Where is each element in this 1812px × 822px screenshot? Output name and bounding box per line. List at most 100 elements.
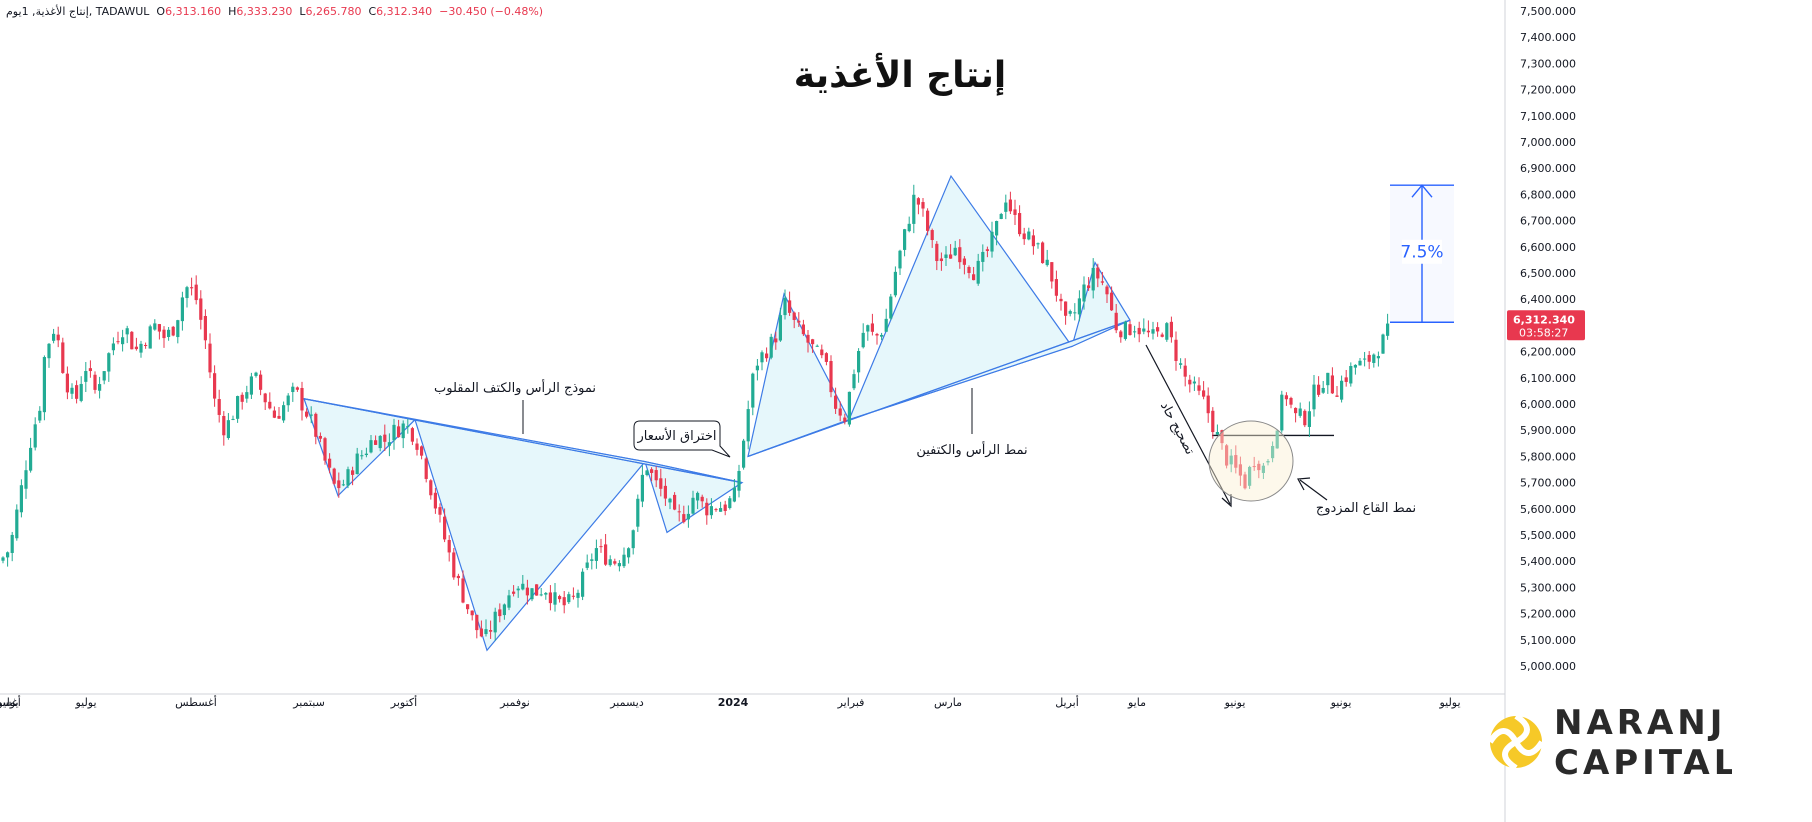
candle-body [1151, 329, 1155, 334]
time-tick-label: يونيو [1330, 696, 1352, 709]
correction-arrowhead-icon [1221, 494, 1232, 508]
candle-body [406, 426, 410, 428]
candle-body [673, 494, 677, 510]
candle-body [1050, 262, 1054, 282]
price-tick-label: 5,700.000 [1520, 477, 1576, 490]
candle-body [1330, 375, 1334, 394]
candle-body [1114, 312, 1118, 331]
candle-body [700, 496, 704, 502]
candle-body [594, 548, 598, 561]
price-tick-label: 6,400.000 [1520, 293, 1576, 306]
candle-body [33, 424, 37, 448]
time-tick-label: 2024 [718, 696, 749, 709]
candle-body [516, 588, 520, 591]
candle-body [1353, 364, 1357, 368]
price-tick-label: 6,600.000 [1520, 241, 1576, 254]
candle-body [1077, 298, 1081, 315]
candle-body [1169, 321, 1173, 338]
candle-body [438, 507, 442, 515]
candle-body [843, 417, 847, 422]
candle-body [1248, 466, 1252, 486]
candle-body [778, 315, 782, 341]
candle-body [884, 318, 888, 332]
candle-body [1340, 380, 1344, 400]
candle-body [1211, 410, 1215, 433]
candle-body [286, 395, 290, 406]
price-tick-label: 7,200.000 [1520, 84, 1576, 97]
interval[interactable]: 1يوم [6, 5, 29, 18]
candle-body [682, 514, 686, 523]
candle-body [1266, 461, 1270, 463]
candle-body [719, 508, 723, 512]
candle-body [1220, 430, 1224, 444]
price-tick-label: 7,000.000 [1520, 136, 1576, 149]
candle-body [1, 557, 5, 561]
candle-body [1284, 395, 1288, 400]
candle-body [760, 352, 764, 363]
candle-body [75, 385, 79, 399]
hs-neckline [747, 319, 1131, 457]
candle-body [801, 324, 805, 335]
candle-body [525, 587, 529, 596]
candle-body [847, 391, 851, 425]
price-axis[interactable]: 7,500.000 7,400.000 7,300.000 7,200.000 7,10… [1504, 0, 1585, 822]
symbol-name[interactable]: إنتاج الأغذية [35, 5, 89, 18]
candle-body [153, 323, 157, 330]
candle-body [1344, 377, 1348, 382]
candle-body [1206, 395, 1210, 414]
current-price-badge[interactable] [1507, 310, 1585, 341]
candle-body [236, 396, 240, 419]
candle-body [714, 509, 718, 511]
candle-body [277, 415, 281, 419]
candle-body [456, 575, 460, 579]
candle-body [144, 344, 148, 346]
price-tick-label: 7,300.000 [1520, 57, 1576, 70]
candle-body [898, 250, 902, 269]
candle-body [944, 254, 948, 258]
candle-body [70, 387, 74, 394]
ticker-ohlc-line: إنتاج الأغذية, 1يوم, TADAWUL O6,313.160 … [6, 5, 544, 18]
candle-body [1004, 202, 1008, 212]
candle-body [567, 594, 571, 603]
candle-body [125, 328, 129, 335]
candle-body [1174, 339, 1178, 361]
candle-body [1215, 432, 1219, 435]
candle-body [180, 297, 184, 322]
measure-percent-label: 7.5% [1400, 243, 1443, 263]
candle-body [489, 630, 493, 632]
price-tick-label: 6,100.000 [1520, 372, 1576, 385]
candle-body [1192, 381, 1196, 384]
candle-body [838, 408, 842, 416]
candle-body [1091, 267, 1095, 291]
candle-body [226, 420, 230, 438]
price-tick-label: 6,500.000 [1520, 267, 1576, 280]
candle-body [935, 243, 939, 262]
candle-body [309, 414, 313, 416]
candle-body [410, 428, 414, 442]
candle-body [1100, 281, 1104, 283]
price-tick-label: 6,000.000 [1520, 398, 1576, 411]
candle-body [907, 223, 911, 232]
candle-body [1197, 385, 1201, 391]
time-axis[interactable]: يوليو يوليو أغسطس سبتمبر أكتوبر نوفمبر ديسمبر 2… [0, 693, 1505, 709]
candle-body [6, 552, 10, 558]
candle-body [866, 325, 870, 332]
candle-body [102, 371, 106, 381]
candle-body [190, 287, 194, 289]
candle-body [921, 202, 925, 209]
candle-body [139, 343, 143, 353]
candle-body [742, 440, 746, 468]
candle-body [314, 413, 318, 437]
candle-body [378, 435, 382, 449]
candle-body [1119, 331, 1123, 338]
candle-body [332, 468, 336, 484]
candle-body [245, 392, 249, 399]
candle-body [1018, 213, 1022, 235]
candle-body [507, 595, 511, 608]
candle-body [765, 353, 769, 359]
candle-body [47, 343, 51, 359]
candle-body [654, 470, 658, 481]
candle-body [328, 458, 332, 468]
candle-body [916, 198, 920, 205]
